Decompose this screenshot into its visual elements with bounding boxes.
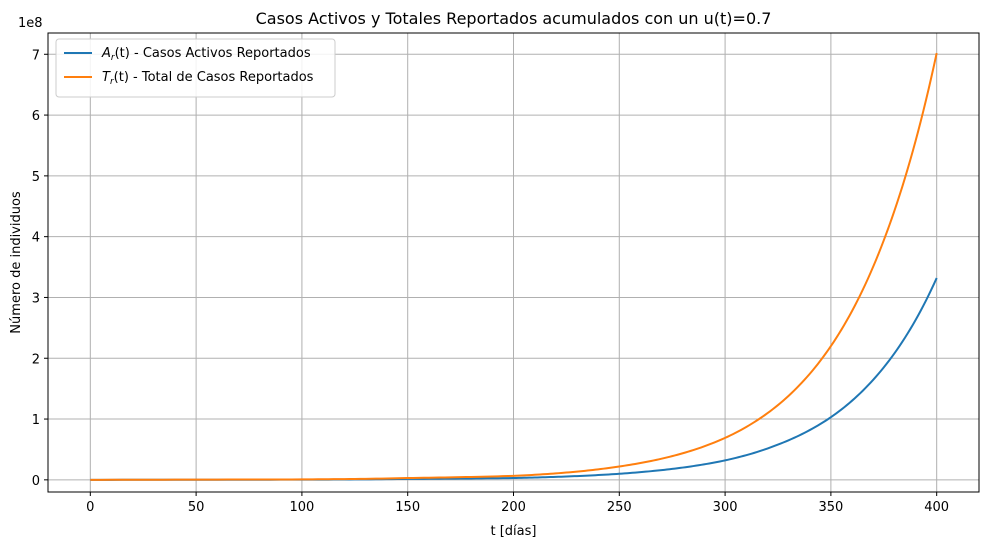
series-line-2	[90, 52, 938, 481]
legend-label: Tr(t) - Total de Casos Reportados	[102, 70, 314, 87]
legend-box	[55, 38, 336, 98]
y-tick-label: 1	[32, 413, 40, 428]
x-tick-label: 150	[395, 500, 420, 515]
x-tick-label: 0	[86, 500, 94, 515]
y-tick-label: 5	[32, 170, 40, 185]
legend: Ar(t) - Casos Activos Reportados Tr(t) - …	[55, 38, 336, 98]
x-axis-label: t [días]	[491, 524, 537, 539]
x-tick-label: 200	[501, 500, 526, 515]
y-tick-label: 2	[32, 352, 40, 367]
y-offset-label: 1e8	[18, 16, 43, 31]
y-axis-label: Número de individuos	[9, 191, 24, 334]
x-tick-label: 50	[188, 500, 205, 515]
legend-label: Ar(t) - Casos Activos Reportados	[101, 46, 311, 63]
series-lines	[90, 52, 938, 481]
y-tick-label: 3	[32, 291, 40, 306]
x-tick-label: 300	[713, 500, 738, 515]
y-tick-label: 6	[32, 109, 40, 124]
y-tick-label: 4	[32, 231, 40, 246]
x-tick-label: 350	[818, 500, 843, 515]
x-tick-label: 250	[607, 500, 632, 515]
chart-title: Casos Activos y Totales Reportados acumu…	[256, 9, 772, 28]
y-tick-label: 7	[32, 48, 40, 63]
y-tick-label: 0	[32, 474, 40, 489]
x-tick-label: 100	[289, 500, 314, 515]
grid-lines	[48, 33, 979, 492]
x-tick-label: 400	[924, 500, 949, 515]
axis-ticks: 0 50 100 150 200 250 300 350 400 0 1 2 3 4 5 6 7	[32, 48, 949, 515]
